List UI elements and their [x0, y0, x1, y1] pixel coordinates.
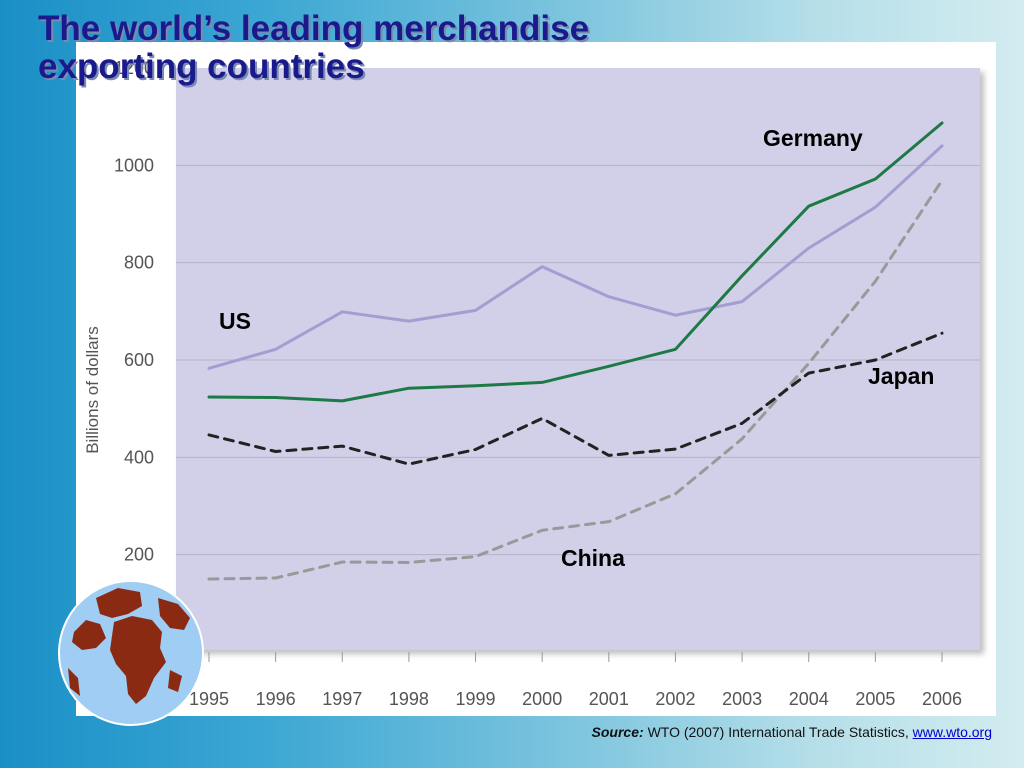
y-tick-label: 1000 [114, 155, 154, 175]
series-label-japan: Japan [868, 363, 934, 389]
x-tick-label: 1995 [189, 689, 229, 709]
x-tick-label: 2000 [522, 689, 562, 709]
series-label-china: China [561, 545, 625, 571]
y-tick-label: 400 [124, 447, 154, 467]
source-text: WTO (2007) International Trade Statistic… [647, 724, 909, 740]
y-tick-label: 200 [124, 545, 154, 565]
y-tick-label: 600 [124, 350, 154, 370]
series-label-germany: Germany [763, 125, 863, 151]
series-line-japan [207, 331, 944, 466]
series-line-us [207, 144, 944, 370]
line-chart: 200 400 600 800 1000 1200 1995 1996 1997 1998 1999… [83, 58, 980, 709]
y-tick-label: 800 [124, 253, 154, 273]
x-tick-label: 2002 [655, 689, 695, 709]
slide-title-line-2: exporting countries [38, 47, 365, 86]
source-label: Source: [591, 724, 644, 740]
x-tick-label: 2003 [722, 689, 762, 709]
x-tick-label: 1999 [456, 689, 496, 709]
series-line-china [207, 178, 944, 581]
globe-icon [58, 580, 204, 726]
x-tick-label: 1997 [322, 689, 362, 709]
source-link[interactable]: www.wto.org [912, 724, 992, 740]
x-tick-label: 2001 [589, 689, 629, 709]
x-tick-label: 1998 [389, 689, 429, 709]
slide-title-line-1: The world’s leading merchandise [38, 9, 590, 48]
chart-card: 200 400 600 800 1000 1200 1995 1996 1997 1998 1999… [76, 42, 996, 716]
x-tick-label: 2004 [789, 689, 829, 709]
source-line: Source: WTO (2007) International Trade S… [592, 724, 992, 740]
x-tick-label: 2006 [922, 689, 962, 709]
slide-title: The world’s leading merchandise exportin… [38, 10, 589, 86]
x-tick-label: 1996 [256, 689, 296, 709]
x-tick-label: 2005 [855, 689, 895, 709]
series-line-germany [207, 121, 944, 403]
y-tick-label: 1200 [114, 58, 154, 78]
y-axis-title: Billions of dollars [83, 326, 102, 454]
series-label-us: US [219, 308, 251, 334]
